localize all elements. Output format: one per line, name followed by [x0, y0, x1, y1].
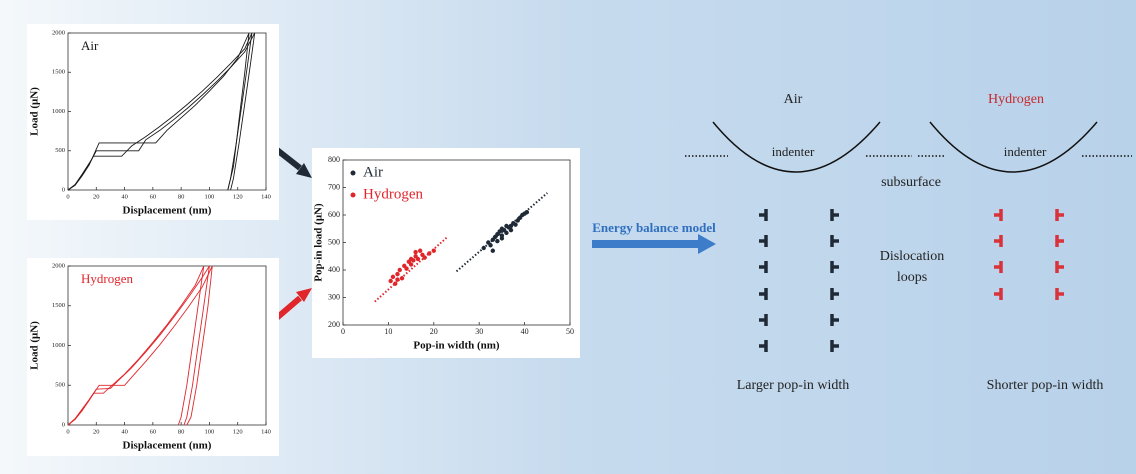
legend-marker — [351, 171, 356, 176]
legend-marker — [351, 193, 356, 198]
y-tick-label: 500 — [55, 147, 65, 154]
x-tick-label: 0 — [341, 327, 345, 336]
y-tick-label: 0 — [62, 421, 65, 428]
point — [395, 277, 399, 281]
x-tick-label: 40 — [121, 428, 128, 435]
x-tick-label: 20 — [430, 327, 438, 336]
point — [525, 210, 529, 214]
y-tick-label: 300 — [328, 292, 340, 301]
x-tick-label: 10 — [384, 327, 392, 336]
x-tick-label: 60 — [150, 428, 157, 435]
point — [482, 246, 486, 250]
point — [391, 275, 395, 279]
x-tick-label: 0 — [66, 193, 69, 200]
dislocation-label: loops — [897, 270, 927, 285]
y-tick-label: 400 — [328, 265, 340, 274]
point — [388, 279, 392, 283]
annotation: Air — [81, 38, 99, 53]
y-tick-label: 1500 — [52, 302, 65, 309]
arrow-label: Energy balance model — [592, 220, 716, 235]
point — [509, 224, 513, 228]
point — [404, 266, 408, 270]
legend-label: Air — [363, 164, 383, 180]
chart-panel — [312, 148, 580, 358]
x-tick-label: 80 — [178, 428, 185, 435]
x-tick-label: 120 — [233, 428, 243, 435]
x-tick-label: 100 — [205, 193, 215, 200]
point — [504, 231, 508, 235]
y-tick-label: 1000 — [52, 342, 65, 349]
point — [395, 272, 399, 276]
y-tick-label: 1500 — [52, 69, 65, 76]
point — [491, 249, 495, 253]
point — [398, 268, 402, 272]
x-axis-label: Pop-in width (nm) — [413, 340, 500, 352]
dislocation-label: Dislocation — [880, 249, 945, 264]
x-tick-label: 80 — [178, 193, 185, 200]
point — [423, 255, 427, 259]
point — [409, 262, 413, 266]
point — [418, 249, 422, 253]
point — [393, 282, 397, 286]
subsurface-label: subsurface — [881, 175, 941, 190]
x-tick-label: 20 — [93, 193, 100, 200]
y-tick-label: 500 — [328, 237, 340, 246]
x-tick-label: 30 — [475, 327, 483, 336]
graphical-abstract: Energy balance model Air Hydrogen indent… — [0, 0, 1136, 474]
x-tick-label: 100 — [205, 428, 215, 435]
point — [416, 257, 420, 261]
y-tick-label: 0 — [62, 186, 65, 193]
x-tick-label: 60 — [150, 193, 157, 200]
point — [427, 251, 431, 255]
x-tick-label: 140 — [261, 428, 271, 435]
y-tick-label: 2000 — [52, 262, 65, 269]
indenter-label: indenter — [772, 144, 815, 159]
x-tick-label: 40 — [521, 327, 529, 336]
caption: Shorter pop-in width — [987, 378, 1104, 393]
y-tick-label: 200 — [328, 320, 340, 329]
indenter-label: indenter — [1004, 144, 1047, 159]
annotation: Hydrogen — [81, 271, 133, 286]
legend-label: Hydrogen — [363, 186, 423, 202]
point — [495, 239, 499, 243]
x-axis-label: Displacement (nm) — [123, 440, 212, 452]
y-axis-label: Pop-in load (μN) — [313, 203, 325, 282]
caption: Larger pop-in width — [737, 378, 850, 393]
point — [432, 249, 436, 253]
point — [500, 236, 504, 240]
x-tick-label: 0 — [66, 428, 69, 435]
point — [413, 250, 417, 254]
y-tick-label: 700 — [328, 182, 340, 191]
point — [509, 228, 513, 232]
y-tick-label: 800 — [328, 155, 340, 164]
y-axis-label: Load (μN) — [29, 87, 41, 136]
y-axis-label: Load (μN) — [29, 321, 41, 370]
x-tick-label: 40 — [121, 193, 128, 200]
y-tick-label: 600 — [328, 210, 340, 219]
point — [400, 276, 404, 280]
point — [513, 222, 517, 226]
x-tick-label: 50 — [566, 327, 574, 336]
point — [411, 258, 415, 262]
y-tick-label: 500 — [55, 382, 65, 389]
x-tick-label: 120 — [233, 193, 243, 200]
x-tick-label: 20 — [93, 428, 100, 435]
x-axis-label: Displacement (nm) — [123, 205, 212, 217]
y-tick-label: 2000 — [52, 29, 65, 36]
point — [488, 243, 492, 247]
x-tick-label: 140 — [261, 193, 271, 200]
y-tick-label: 1000 — [52, 108, 65, 115]
condition-title: Hydrogen — [988, 92, 1044, 107]
condition-title: Air — [784, 92, 803, 107]
